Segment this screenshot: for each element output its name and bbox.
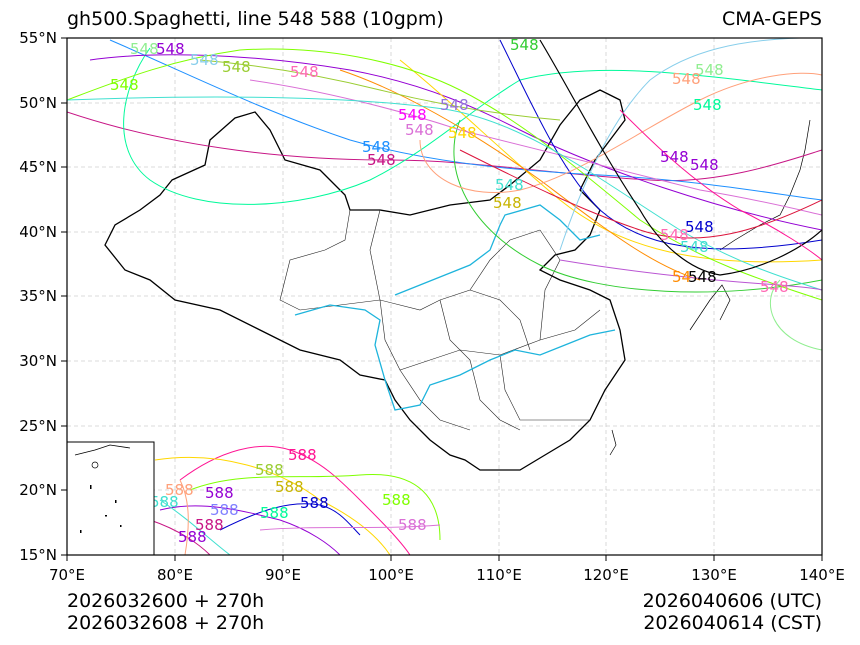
lat-label: 40°N (19, 223, 57, 241)
lat-label: 45°N (19, 158, 57, 176)
lat-label: 25°N (19, 417, 57, 435)
lon-label: 80°E (157, 566, 193, 584)
lat-label: 20°N (19, 481, 57, 499)
svg-text:548: 548 (190, 51, 219, 69)
china-border (104, 89, 626, 471)
japan-coast (719, 119, 811, 251)
gridlines (67, 38, 822, 555)
init-time-utc: 2026032600 + 270h (67, 590, 265, 612)
contour-588-lines (149, 445, 441, 555)
svg-text:548: 548 (290, 63, 319, 81)
model-source: CMA-GEPS (721, 8, 822, 30)
svg-text:548: 548 (493, 194, 522, 212)
svg-text:588: 588 (150, 493, 179, 511)
contour-labels: 548 548 548 548 548 548 548 548 548 548 … (110, 36, 789, 546)
svg-text:548: 548 (362, 138, 391, 156)
svg-text:588: 588 (205, 484, 234, 502)
lon-axis-labels: 70°E 80°E 90°E 100°E 110°E 120°E 130°E 1… (49, 566, 845, 584)
svg-text:54: 54 (672, 268, 691, 286)
svg-text:548: 548 (405, 121, 434, 139)
svg-text:588: 588 (288, 446, 317, 464)
svg-text:588: 588 (178, 528, 207, 546)
svg-text:548: 548 (110, 76, 139, 94)
svg-text:548: 548 (495, 176, 524, 194)
valid-time-block: 2026040606 (UTC) 2026040614 (CST) (643, 590, 822, 634)
svg-text:548: 548 (685, 218, 714, 236)
svg-text:588: 588 (382, 491, 411, 509)
svg-text:548: 548 (130, 40, 159, 58)
lon-label: 90°E (265, 566, 301, 584)
svg-text:548: 548 (760, 278, 789, 296)
init-time-block: 2026032600 + 270h 2026032608 + 270h (67, 590, 264, 634)
lon-label: 110°E (476, 566, 522, 584)
svg-text:588: 588 (398, 516, 427, 534)
svg-text:588: 588 (195, 516, 224, 534)
lat-axis-labels: 55°N 50°N 45°N 40°N 35°N 30°N 25°N 20°N … (19, 29, 57, 564)
lat-label: 35°N (19, 287, 57, 305)
lat-label: 30°N (19, 352, 57, 370)
lon-label: 130°E (691, 566, 737, 584)
svg-text:588: 588 (165, 481, 194, 499)
lon-label: 70°E (49, 566, 85, 584)
map-title: gh500.Spaghetti, line 548 588 (10gpm) (67, 8, 444, 30)
svg-text:548: 548 (660, 226, 689, 244)
svg-text:548: 548 (448, 124, 477, 142)
lon-label: 100°E (368, 566, 414, 584)
svg-text:548: 548 (367, 151, 396, 169)
lon-label: 120°E (583, 566, 629, 584)
lon-label: 140°E (799, 566, 845, 584)
lat-label: 50°N (19, 94, 57, 112)
svg-text:548: 548 (672, 70, 701, 88)
svg-text:548: 548 (680, 238, 709, 256)
svg-text:548: 548 (398, 106, 427, 124)
svg-text:548: 548 (690, 156, 719, 174)
svg-text:588: 588 (275, 478, 304, 496)
svg-text:588: 588 (210, 501, 239, 519)
svg-text:548: 548 (222, 58, 251, 76)
svg-text:548: 548 (688, 268, 717, 286)
contour-548-lines (67, 38, 822, 351)
svg-text:548: 548 (510, 36, 539, 54)
province-borders (279, 209, 601, 431)
svg-text:588: 588 (300, 494, 329, 512)
svg-text:588: 588 (260, 504, 289, 522)
lat-label: 15°N (19, 546, 57, 564)
south-china-sea-inset (66, 441, 155, 556)
valid-time-cst: 2026040614 (CST) (643, 612, 822, 634)
valid-time-utc: 2026040606 (UTC) (642, 590, 822, 612)
rivers (294, 204, 616, 411)
init-time-cst: 2026032608 + 270h (67, 612, 265, 634)
svg-text:548: 548 (693, 96, 722, 114)
svg-text:548: 548 (660, 148, 689, 166)
svg-text:548: 548 (156, 40, 185, 58)
svg-text:548: 548 (440, 96, 469, 114)
svg-text:588: 588 (255, 461, 284, 479)
svg-text:548: 548 (695, 61, 724, 79)
lat-label: 55°N (19, 29, 57, 47)
